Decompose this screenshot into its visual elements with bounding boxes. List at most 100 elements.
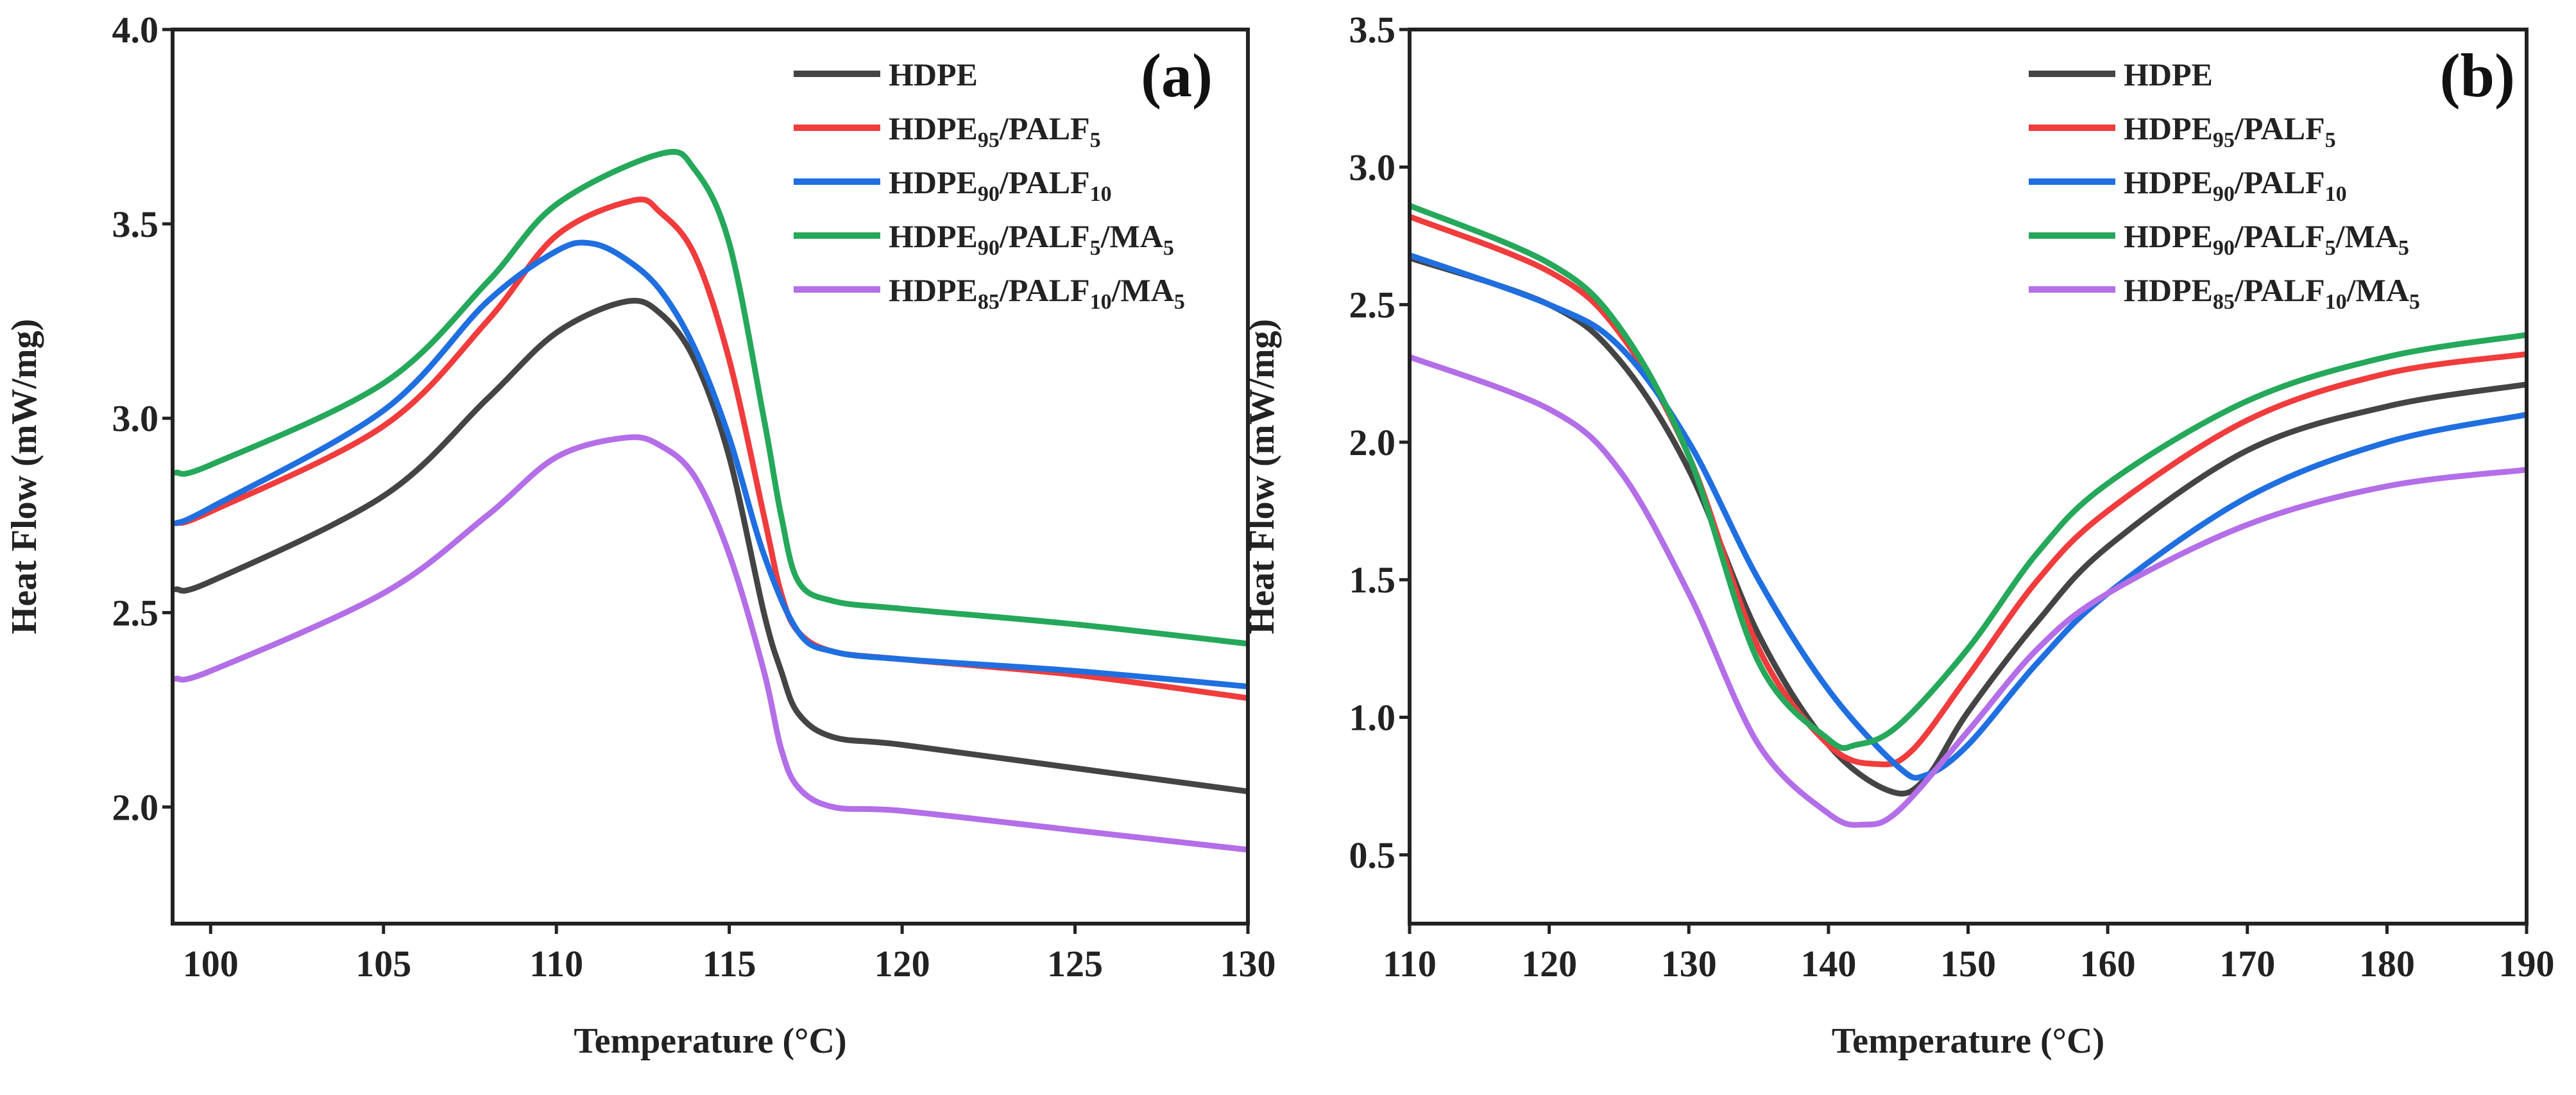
x-tick-label: 110 <box>529 943 583 985</box>
y-tick-label: 1.5 <box>1349 559 1396 601</box>
legend-label: HDPE90/PALF10 <box>889 164 1112 206</box>
legend-label-text: HDPE <box>889 218 978 254</box>
x-tick-label: 120 <box>1521 943 1577 985</box>
y-tick-label: 0.5 <box>1349 834 1396 876</box>
y-tick-label: 4.0 <box>112 9 159 51</box>
legend-label-subscript: 5 <box>1174 290 1185 314</box>
y-tick-label: 1.0 <box>1349 697 1396 739</box>
chart-panel-a: 100 105 110 115 120 125 1302.02.53.03.54.0Temp… <box>4 9 1276 1061</box>
x-tick-label: 140 <box>1800 943 1856 985</box>
legend-label-subscript: 85 <box>2213 290 2235 314</box>
x-tick-label: 115 <box>703 943 756 985</box>
legend-label-text: HDPE <box>889 56 978 92</box>
legend-item: HDPE85/PALF10/MA5 <box>2029 272 2420 314</box>
legend-label-text: HDPE <box>2124 56 2213 92</box>
series-line-hdpe85-palf10-ma5 <box>1410 354 2527 828</box>
x-tick-label: 170 <box>2219 943 2275 985</box>
series-line-hdpe90-palf5-ma5 <box>1410 202 2527 751</box>
legend-label-subscript: 5 <box>1090 128 1101 152</box>
panel-label: (b) <box>2440 41 2515 110</box>
legend-label-text: /PALF <box>999 164 1090 200</box>
legend-label-subscript: 10 <box>1090 182 1112 206</box>
legend-item: HDPE <box>2029 56 2213 92</box>
x-axis-title: Temperature (°C) <box>574 1021 846 1061</box>
legend-item: HDPE95/PALF5 <box>2029 110 2336 152</box>
y-tick-label: 2.5 <box>112 592 159 634</box>
y-tick-label: 2.0 <box>112 786 159 828</box>
legend-label-text: HDPE <box>889 272 978 308</box>
x-tick-label: 130 <box>1220 943 1276 985</box>
series-line-hdpe <box>173 298 1248 795</box>
legend-label: HDPE85/PALF10/MA5 <box>2124 272 2420 314</box>
legend-label-subscript: 90 <box>2213 182 2235 206</box>
legend-label-subscript: 90 <box>978 236 1000 260</box>
series-line-hdpe85-palf10-ma5 <box>173 434 1248 853</box>
legend-label-text: HDPE <box>889 110 978 146</box>
legend-item: HDPE90/PALF5/MA5 <box>794 218 1174 260</box>
legend-label-text: /PALF <box>2234 164 2325 200</box>
y-tick-label: 3.5 <box>112 203 159 245</box>
legend-label-text: /PALF <box>999 218 1090 254</box>
series-line-hdpe90-palf10 <box>173 239 1248 690</box>
legend-item: HDPE90/PALF10 <box>2029 164 2347 206</box>
legend-label-subscript: 5 <box>1163 236 1174 260</box>
legend-label-text: /MA <box>2346 272 2409 308</box>
legend-label: HDPE85/PALF10/MA5 <box>889 272 1185 314</box>
x-tick-label: 150 <box>1940 943 1996 985</box>
legend-label-text: /PALF <box>2234 272 2325 308</box>
x-tick-label: 110 <box>1383 943 1437 985</box>
y-axis-title: Heat Flow (mW/mg) <box>1242 319 1282 634</box>
panel-label: (a) <box>1141 41 1213 110</box>
legend-item: HDPE95/PALF5 <box>794 110 1101 152</box>
legend-label-text: /MA <box>1111 272 1174 308</box>
legend-label-subscript: 10 <box>2325 182 2347 206</box>
legend-label: HDPE <box>889 56 978 92</box>
legend-label-subscript: 85 <box>978 290 1000 314</box>
legend-label-text: HDPE <box>2124 218 2213 254</box>
y-tick-label: 3.0 <box>1349 146 1396 188</box>
y-tick-label: 3.5 <box>1349 9 1396 51</box>
x-tick-label: 120 <box>874 943 930 985</box>
legend-label-subscript: 95 <box>978 128 1000 152</box>
series-line-hdpe95-palf5 <box>1410 213 2527 768</box>
legend-item: HDPE90/PALF5/MA5 <box>2029 218 2409 260</box>
x-tick-label: 190 <box>2499 943 2555 985</box>
legend-label-text: /MA <box>1100 218 1163 254</box>
legend-label-text: HDPE <box>2124 164 2213 200</box>
y-axis-title: Heat Flow (mW/mg) <box>4 319 44 634</box>
legend-label-subscript: 10 <box>1090 290 1112 314</box>
legend-label-subscript: 90 <box>978 182 1000 206</box>
legend-label-subscript: 5 <box>1090 236 1101 260</box>
legend-label: HDPE90/PALF5/MA5 <box>889 218 1174 260</box>
x-tick-label: 130 <box>1661 943 1717 985</box>
legend-label-subscript: 10 <box>2325 290 2347 314</box>
y-tick-label: 2.5 <box>1349 284 1396 326</box>
legend-label-text: /MA <box>2335 218 2398 254</box>
series-line-hdpe90-palf5-ma5 <box>173 149 1248 647</box>
legend: HDPEHDPE95/PALF5HDPE90/PALF10HDPE90/PALF… <box>2029 56 2420 314</box>
legend-label-text: /PALF <box>999 110 1090 146</box>
legend-label-text: /PALF <box>999 272 1090 308</box>
legend-label-subscript: 5 <box>2409 290 2420 314</box>
series-line-hdpe90-palf10 <box>1410 252 2527 781</box>
legend-label-text: /PALF <box>2234 110 2325 146</box>
legend-label-subscript: 95 <box>2213 128 2235 152</box>
legend-label: HDPE90/PALF10 <box>2124 164 2347 206</box>
legend-item: HDPE <box>794 56 978 92</box>
y-tick-label: 3.0 <box>112 398 159 440</box>
legend-label: HDPE95/PALF5 <box>889 110 1101 152</box>
plot-frame <box>1408 28 2529 926</box>
x-tick-label: 105 <box>355 943 411 985</box>
legend-label-text: HDPE <box>889 164 978 200</box>
plot-frame <box>171 28 1250 926</box>
legend-label-subscript: 5 <box>2398 236 2409 260</box>
legend: HDPEHDPE95/PALF5HDPE90/PALF10HDPE90/PALF… <box>794 56 1185 314</box>
x-tick-label: 180 <box>2359 943 2415 985</box>
legend-label-subscript: 5 <box>2325 236 2336 260</box>
legend-label: HDPE90/PALF5/MA5 <box>2124 218 2409 260</box>
x-axis-title: Temperature (°C) <box>1832 1021 2104 1061</box>
legend-label-text: /PALF <box>2234 218 2325 254</box>
x-tick-label: 160 <box>2080 943 2136 985</box>
legend-label-text: HDPE <box>2124 272 2213 308</box>
legend-label: HDPE95/PALF5 <box>2124 110 2336 152</box>
